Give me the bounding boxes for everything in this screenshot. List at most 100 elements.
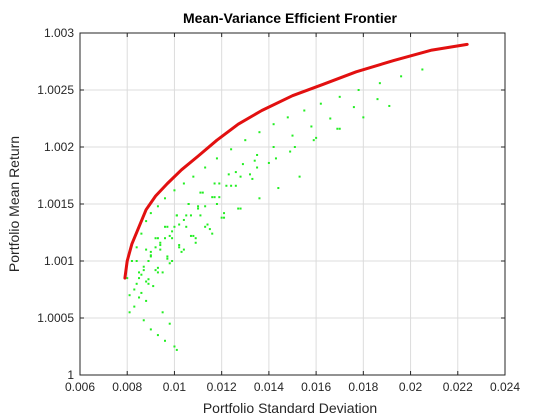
portfolio-point [182, 182, 185, 185]
portfolio-point [149, 255, 152, 258]
x-axis-title: Portfolio Standard Deviation [203, 400, 377, 416]
portfolio-point [133, 305, 136, 308]
portfolio-point [293, 146, 296, 148]
portfolio-point [329, 117, 332, 120]
portfolio-point [168, 322, 171, 325]
portfolio-point [215, 157, 218, 160]
portfolio-point [225, 184, 228, 187]
portfolio-point [149, 254, 152, 257]
portfolio-point [303, 109, 306, 112]
portfolio-point [164, 237, 166, 240]
portfolio-point [249, 173, 251, 176]
y-tick-label: 1.001 [44, 254, 74, 268]
portfolio-point [156, 205, 159, 208]
x-tick-label: 0.02 [399, 380, 423, 394]
portfolio-point [138, 277, 141, 280]
portfolio-point [140, 232, 143, 235]
portfolio-point [194, 237, 197, 240]
portfolio-point [171, 237, 174, 240]
portfolio-point [199, 191, 202, 194]
portfolio-point [145, 248, 148, 251]
portfolio-point [156, 334, 159, 337]
portfolio-point [175, 214, 178, 217]
portfolio-point [199, 214, 202, 217]
x-tick-label: 0.01 [163, 380, 187, 394]
portfolio-point [197, 207, 200, 210]
x-tick-label: 0.014 [254, 380, 284, 394]
portfolio-scatter-points [126, 68, 424, 351]
portfolio-point [182, 248, 185, 251]
portfolio-point [135, 246, 138, 249]
portfolio-point [149, 212, 152, 215]
portfolio-point [142, 269, 145, 272]
portfolio-point [173, 189, 176, 192]
portfolio-point [223, 216, 226, 219]
portfolio-point [192, 175, 195, 178]
portfolio-point [421, 68, 424, 71]
portfolio-point [218, 196, 221, 199]
x-tick-label: 0.012 [207, 380, 237, 394]
x-tick-label: 0.024 [490, 380, 520, 394]
portfolio-point [310, 125, 313, 128]
portfolio-point [277, 187, 280, 190]
portfolio-point [267, 161, 270, 164]
portfolio-point [312, 139, 315, 142]
portfolio-point [133, 288, 136, 291]
x-tick-label: 0.022 [443, 380, 473, 394]
portfolio-point [156, 237, 159, 240]
portfolio-point [138, 271, 141, 274]
portfolio-point [218, 182, 221, 185]
portfolio-point [378, 82, 381, 85]
portfolio-point [147, 278, 150, 281]
portfolio-point [256, 166, 259, 169]
portfolio-point [171, 260, 174, 262]
portfolio-point [185, 214, 188, 217]
efficient-frontier-line [123, 42, 469, 280]
axes: 0.006 0.008 0.01 0.012 0.014 0.016 0.018 0.02 0.… [37, 26, 520, 394]
portfolio-point [128, 294, 131, 297]
portfolio-point [223, 212, 226, 215]
portfolio-point [256, 153, 259, 156]
portfolio-point [159, 241, 162, 244]
portfolio-point [272, 123, 275, 126]
portfolio-point [352, 106, 355, 109]
portfolio-point [289, 150, 292, 153]
portfolio-point [130, 260, 133, 262]
portfolio-point [388, 104, 391, 107]
portfolio-point [138, 296, 141, 299]
portfolio-point [192, 234, 195, 237]
portfolio-point [227, 173, 230, 176]
portfolio-point [140, 273, 143, 276]
portfolio-point [154, 269, 157, 272]
y-tick-label: 1.0025 [37, 83, 74, 97]
portfolio-point [145, 280, 148, 283]
portfolio-point [291, 134, 294, 137]
portfolio-point [298, 175, 301, 178]
portfolio-point [220, 216, 223, 219]
portfolio-point [197, 205, 200, 208]
portfolio-point [286, 116, 289, 119]
portfolio-point [230, 184, 233, 187]
portfolio-point [315, 136, 318, 139]
y-tick-label: 1 [67, 368, 74, 382]
x-tick-label: 0.006 [65, 380, 95, 394]
portfolio-point [258, 131, 261, 134]
portfolio-point [164, 339, 166, 342]
portfolio-point [239, 207, 242, 210]
portfolio-point [237, 207, 240, 210]
portfolio-point [164, 197, 166, 200]
portfolio-point [204, 225, 207, 228]
portfolio-point [319, 102, 322, 105]
portfolio-point [213, 182, 216, 185]
portfolio-point [336, 127, 339, 130]
portfolio-point [178, 223, 181, 226]
y-tick-label: 1.0005 [37, 311, 74, 325]
portfolio-point [215, 203, 218, 205]
portfolio-point [166, 257, 169, 260]
portfolio-point [128, 311, 131, 314]
y-tick-label: 1.0015 [37, 197, 74, 211]
efficient-frontier-line-layer [123, 42, 469, 280]
portfolio-point [189, 234, 192, 237]
